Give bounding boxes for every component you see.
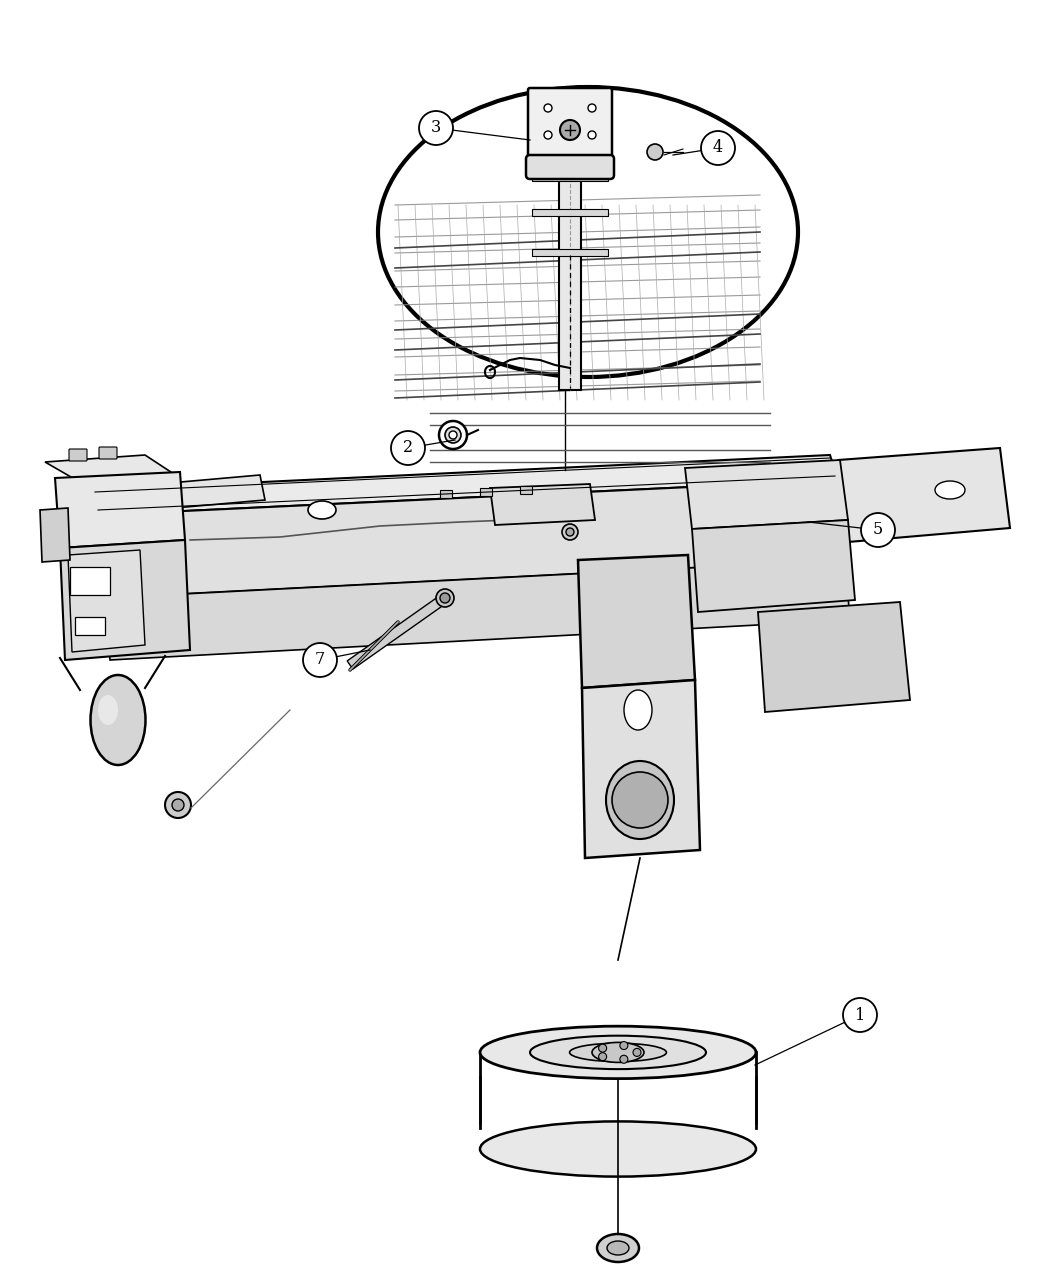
Text: 1: 1	[855, 1006, 865, 1024]
Text: 2: 2	[403, 440, 413, 456]
Circle shape	[588, 105, 596, 112]
Ellipse shape	[480, 1122, 756, 1177]
Circle shape	[861, 513, 895, 547]
Bar	[532, 173, 608, 181]
Bar	[532, 249, 608, 256]
Ellipse shape	[530, 1035, 706, 1070]
Polygon shape	[68, 550, 145, 652]
Polygon shape	[348, 594, 448, 669]
FancyBboxPatch shape	[99, 448, 117, 459]
Ellipse shape	[597, 1234, 639, 1262]
Circle shape	[544, 131, 552, 139]
Bar	[559, 159, 581, 390]
Circle shape	[620, 1056, 628, 1063]
Polygon shape	[758, 602, 910, 711]
Polygon shape	[685, 460, 848, 529]
Ellipse shape	[624, 690, 652, 731]
Polygon shape	[40, 507, 70, 562]
Bar	[520, 486, 532, 493]
Ellipse shape	[606, 761, 674, 839]
Text: 3: 3	[430, 120, 441, 136]
Polygon shape	[94, 455, 838, 515]
Circle shape	[560, 120, 580, 140]
Circle shape	[165, 792, 191, 819]
Circle shape	[843, 998, 877, 1031]
Circle shape	[701, 131, 735, 164]
Polygon shape	[60, 541, 190, 660]
Circle shape	[391, 431, 425, 465]
Circle shape	[647, 144, 663, 159]
Polygon shape	[582, 680, 700, 858]
Circle shape	[598, 1053, 607, 1061]
Circle shape	[303, 643, 337, 677]
Polygon shape	[578, 555, 695, 688]
Ellipse shape	[592, 1043, 644, 1062]
Ellipse shape	[569, 1043, 667, 1062]
Bar	[440, 490, 452, 499]
Ellipse shape	[98, 695, 118, 725]
Bar	[532, 209, 608, 215]
Ellipse shape	[90, 674, 146, 765]
Ellipse shape	[607, 1241, 629, 1255]
Circle shape	[172, 799, 184, 811]
Circle shape	[598, 1044, 607, 1052]
Text: 5: 5	[873, 521, 883, 538]
Circle shape	[419, 111, 453, 145]
Circle shape	[633, 1048, 640, 1057]
Bar	[480, 488, 492, 496]
Circle shape	[544, 105, 552, 112]
Circle shape	[436, 589, 454, 607]
FancyBboxPatch shape	[528, 88, 612, 162]
Circle shape	[445, 427, 461, 442]
Circle shape	[588, 131, 596, 139]
Ellipse shape	[480, 1026, 756, 1079]
Ellipse shape	[378, 87, 798, 377]
Text: 4: 4	[713, 139, 723, 157]
Ellipse shape	[934, 481, 965, 499]
FancyBboxPatch shape	[69, 449, 87, 462]
Polygon shape	[100, 479, 845, 598]
Bar	[75, 617, 105, 635]
Circle shape	[612, 771, 668, 827]
Ellipse shape	[308, 501, 336, 519]
Circle shape	[439, 421, 467, 449]
Circle shape	[566, 528, 574, 536]
Circle shape	[440, 593, 450, 603]
Bar	[70, 567, 110, 595]
Polygon shape	[490, 484, 595, 525]
Text: 7: 7	[315, 652, 326, 668]
Polygon shape	[692, 520, 855, 612]
Polygon shape	[105, 560, 851, 660]
Polygon shape	[838, 448, 1010, 542]
Circle shape	[449, 431, 457, 439]
Circle shape	[562, 524, 578, 541]
FancyBboxPatch shape	[526, 156, 614, 178]
Polygon shape	[45, 455, 180, 488]
Circle shape	[620, 1042, 628, 1049]
Polygon shape	[55, 472, 185, 548]
Polygon shape	[90, 476, 265, 515]
